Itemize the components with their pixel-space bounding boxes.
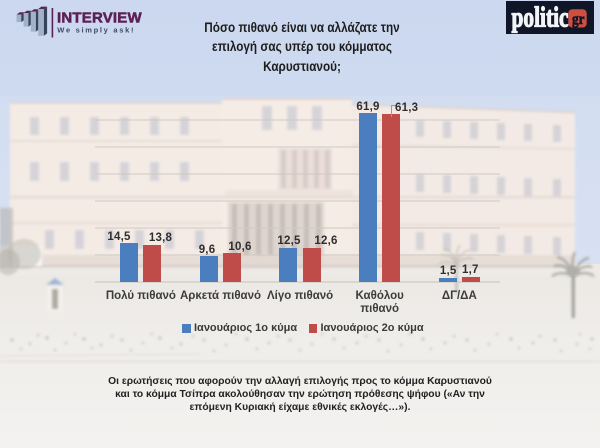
svg-text:politic: politic — [512, 2, 569, 34]
svg-text:gr: gr — [572, 11, 585, 28]
svg-text:INTERVIEW: INTERVIEW — [57, 10, 143, 27]
svg-text:We simply ask!: We simply ask! — [57, 26, 135, 35]
